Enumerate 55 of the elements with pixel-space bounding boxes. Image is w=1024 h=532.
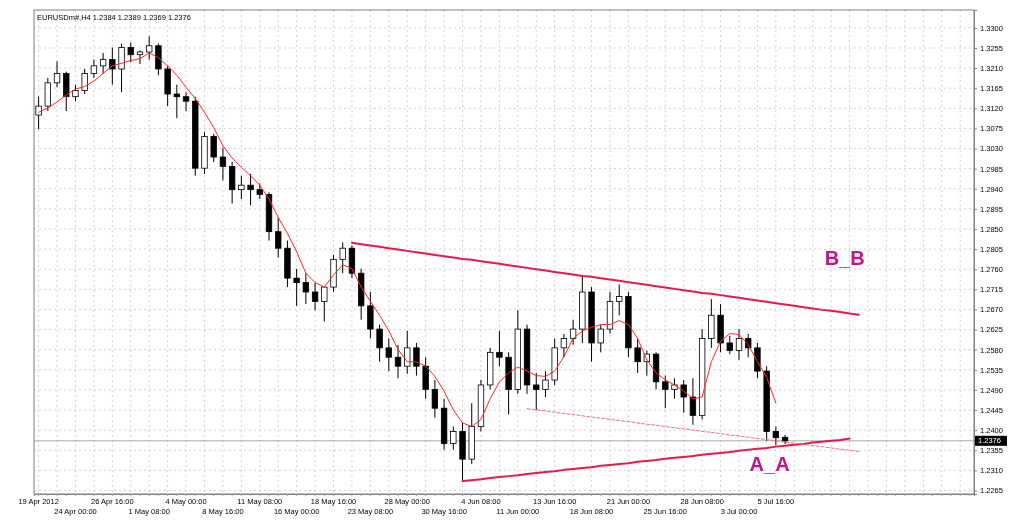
candlestick	[689, 377, 697, 426]
candlestick	[385, 337, 392, 372]
candlestick	[560, 333, 568, 358]
candlestick	[90, 59, 98, 79]
annotation: A_A	[749, 452, 790, 475]
candlestick	[219, 147, 227, 181]
candlestick	[404, 330, 411, 375]
candlestick	[155, 43, 162, 76]
candlestick	[735, 328, 743, 361]
candlestick	[662, 375, 669, 409]
candlestick	[634, 337, 641, 374]
candlestick	[136, 49, 144, 65]
candlestick	[450, 426, 457, 451]
candlestick	[367, 291, 374, 339]
candlestick	[275, 216, 282, 259]
candlestick	[533, 372, 540, 411]
candlestick	[754, 342, 761, 379]
candlestick	[293, 268, 300, 307]
candlestick	[496, 330, 503, 367]
candlestick	[44, 77, 51, 112]
candlestick	[146, 35, 153, 61]
candlestick	[321, 286, 328, 322]
candlestick	[53, 60, 61, 88]
candlestick	[228, 161, 236, 205]
candlestick	[81, 68, 88, 95]
candlestick	[302, 272, 310, 305]
candlestick	[569, 319, 577, 346]
candlestick	[394, 344, 402, 379]
candlestick	[726, 335, 733, 355]
candlestick	[542, 370, 549, 398]
candlestick	[708, 298, 715, 349]
candlestick	[339, 241, 346, 274]
candlestick	[413, 342, 420, 377]
candlestick	[616, 283, 623, 316]
candlestick	[109, 47, 116, 86]
candlestick	[431, 379, 439, 419]
candlestick	[118, 43, 125, 93]
candlestick	[99, 52, 107, 74]
annotation: B_B	[824, 247, 865, 270]
candlestick	[35, 96, 42, 130]
line-series	[526, 408, 860, 453]
candlestick	[210, 133, 217, 163]
candlestick	[63, 71, 70, 112]
candlestick	[671, 377, 678, 400]
candlestick	[247, 173, 254, 206]
candlestick	[238, 175, 245, 200]
line-series	[461, 437, 851, 483]
candlestick	[182, 91, 190, 112]
candlestick	[772, 426, 780, 446]
candlestick	[376, 324, 383, 363]
candlestick	[597, 324, 604, 353]
candlestick	[173, 84, 181, 119]
candlestick	[127, 42, 134, 63]
candlestick	[422, 356, 429, 400]
candlestick	[311, 282, 319, 311]
